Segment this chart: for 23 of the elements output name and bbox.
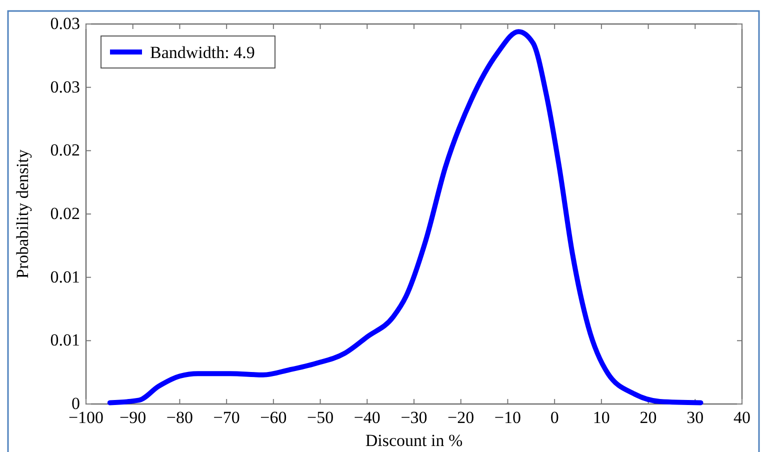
x-tick-label: −30 bbox=[400, 408, 428, 427]
x-tick-label: 10 bbox=[592, 408, 610, 427]
y-tick-label: 0.03 bbox=[50, 77, 80, 96]
x-axis-title: Discount in % bbox=[365, 431, 463, 450]
x-tick-label: 20 bbox=[640, 408, 657, 427]
y-tick-label: 0.02 bbox=[50, 204, 80, 223]
y-tick-label: 0.01 bbox=[50, 267, 80, 286]
y-tick-label: 0.02 bbox=[50, 140, 80, 160]
y-tick-label: 0.03 bbox=[50, 14, 80, 33]
x-tick-label: 40 bbox=[734, 408, 750, 427]
x-tick-label: −70 bbox=[213, 408, 240, 427]
x-tick-label: 0 bbox=[550, 408, 559, 427]
x-tick-label: −20 bbox=[448, 408, 474, 427]
y-axis-title: Probability density bbox=[13, 149, 32, 278]
x-tick-label: −60 bbox=[260, 408, 287, 427]
y-tick-label: 0.01 bbox=[50, 330, 80, 350]
legend-label: Bandwidth: 4.9 bbox=[150, 43, 255, 62]
x-tick-label: −90 bbox=[120, 408, 146, 427]
x-tick-label: −40 bbox=[354, 408, 380, 427]
x-tick-label: −80 bbox=[166, 408, 194, 427]
x-tick-label: −50 bbox=[306, 408, 334, 427]
x-tick-label: −10 bbox=[494, 408, 522, 427]
x-tick-label: 30 bbox=[686, 408, 704, 427]
